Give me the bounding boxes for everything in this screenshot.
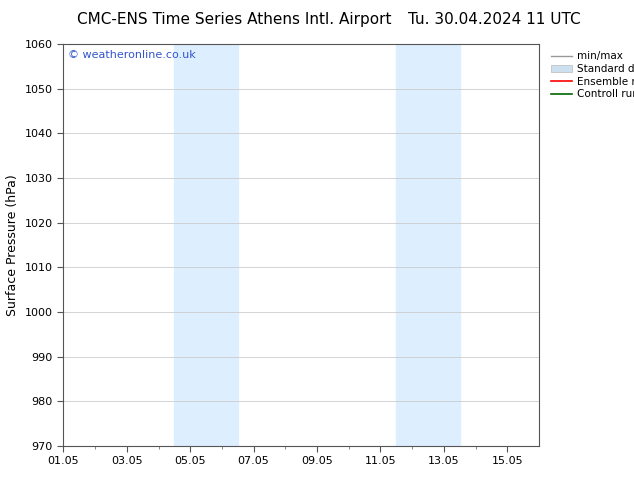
Text: Tu. 30.04.2024 11 UTC: Tu. 30.04.2024 11 UTC (408, 12, 581, 27)
Bar (174, 44, 238, 446)
Text: © weatheronline.co.uk: © weatheronline.co.uk (68, 50, 196, 60)
Y-axis label: Surface Pressure (hPa): Surface Pressure (hPa) (6, 174, 19, 316)
Legend: min/max, Standard deviation, Ensemble mean run, Controll run: min/max, Standard deviation, Ensemble me… (549, 49, 634, 101)
Bar (396, 44, 460, 446)
Text: CMC-ENS Time Series Athens Intl. Airport: CMC-ENS Time Series Athens Intl. Airport (77, 12, 392, 27)
